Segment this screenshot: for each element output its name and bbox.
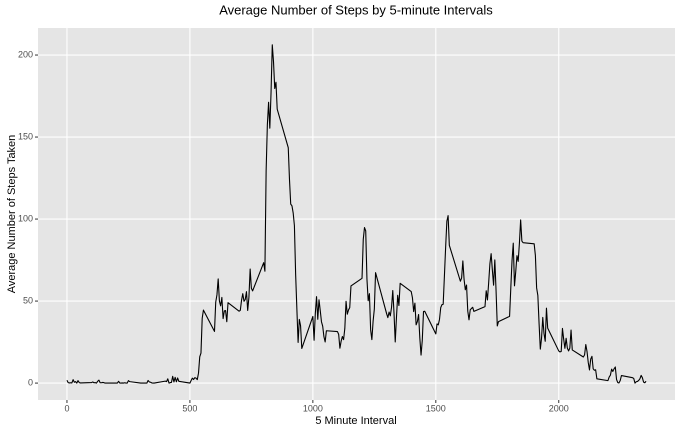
x-tick-label: 1000	[303, 403, 323, 413]
x-axis-label: 5 Minute Interval	[315, 415, 396, 427]
panel	[38, 28, 675, 400]
x-tick-label: 0	[64, 403, 69, 413]
y-tick-label: 200	[18, 49, 33, 59]
x-tick-label: 500	[182, 403, 197, 413]
y-axis-label: Average Number of Steps Taken	[6, 135, 18, 294]
chart-title: Average Number of Steps by 5-minute Inte…	[219, 2, 493, 17]
x-tick-label: 2000	[549, 403, 569, 413]
x-tick-label: 1500	[426, 403, 446, 413]
y-tick-label: 0	[28, 377, 33, 387]
line	[66, 44, 647, 384]
y-tick-label: 50	[23, 295, 33, 305]
y-tick-label: 100	[18, 213, 33, 223]
y-tick-label: 150	[18, 131, 33, 141]
